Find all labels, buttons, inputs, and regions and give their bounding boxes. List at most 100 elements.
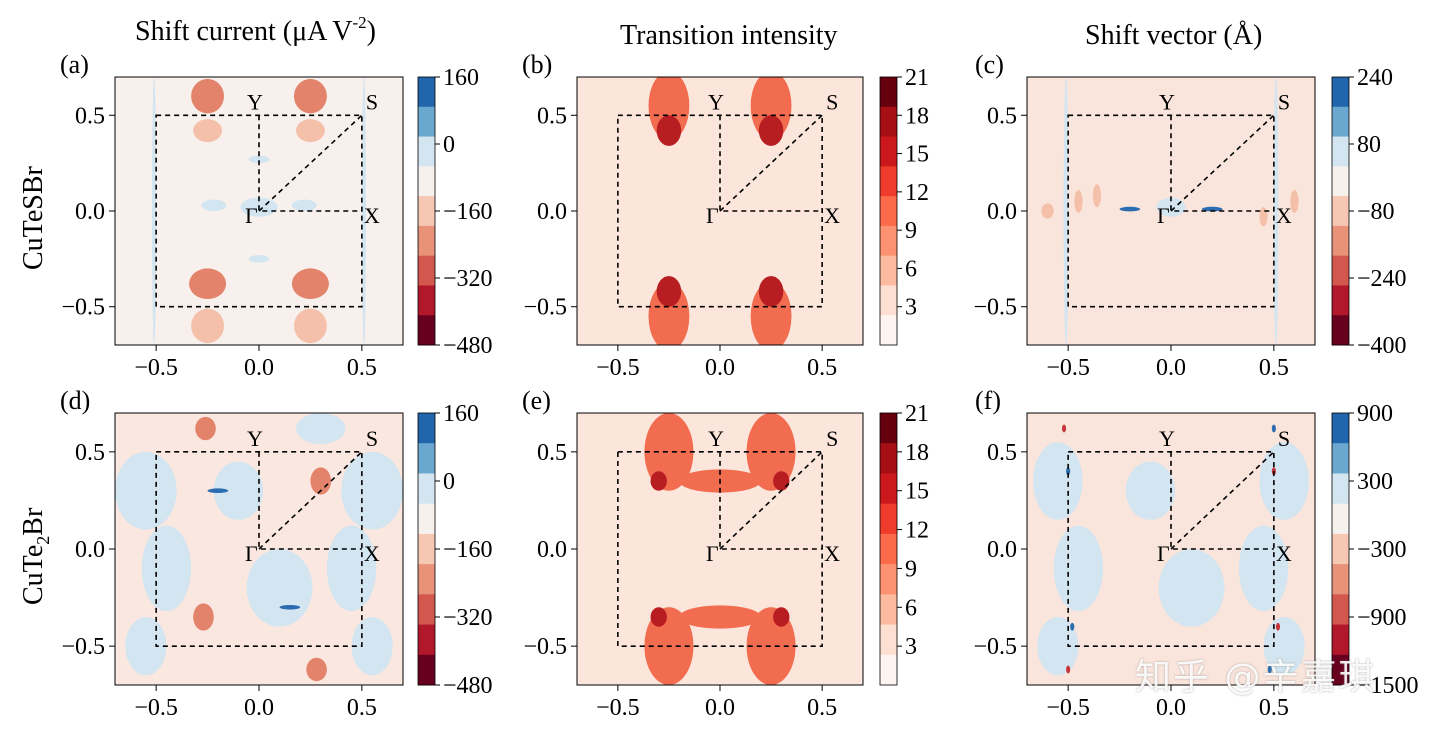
colorbar-band xyxy=(880,166,897,197)
colorbar-band xyxy=(880,77,897,108)
colorbar-band xyxy=(1332,654,1349,686)
contour-blob xyxy=(296,413,346,445)
contour-blob xyxy=(1041,203,1054,219)
kpath-gamma-lines xyxy=(1170,115,1274,212)
contour-blob xyxy=(1037,617,1079,676)
colorbar-band xyxy=(1332,624,1349,656)
y-tick-label: 0.5 xyxy=(987,440,1017,466)
colorbar-tick-label: 18 xyxy=(905,440,929,466)
x-tick-label: −0.5 xyxy=(596,695,640,721)
contour-blob xyxy=(644,413,694,491)
contour-blob xyxy=(152,77,157,345)
y-tick-label: 0.0 xyxy=(537,537,567,563)
y-tick-label: 0.0 xyxy=(987,537,1017,563)
colorbar-band xyxy=(418,285,435,316)
colorbar-band xyxy=(418,196,435,227)
colorbar-band xyxy=(880,533,897,565)
contour-blob xyxy=(191,78,225,114)
colorbar: 21 18 15 12 9 6 3 xyxy=(879,401,929,686)
contour-blob xyxy=(758,115,784,146)
contour-blob xyxy=(679,605,761,629)
title-shift-vector: Shift vector (Å) xyxy=(1085,20,1262,51)
y-tick-label: 0.0 xyxy=(537,199,567,225)
x-tick-label: 0.0 xyxy=(705,695,735,721)
colorbar-band xyxy=(418,624,435,656)
x-tick-label: −0.5 xyxy=(134,695,178,721)
kpath-diagonal xyxy=(258,114,363,212)
colorbar-band xyxy=(880,196,897,227)
panel-0: Y S Γ X −0.5 0.0 0.5 0.5 0.0 −0.5 (a) 160 0 −160 −320 −… xyxy=(60,50,493,381)
contour-blob xyxy=(195,416,216,441)
contour-blob xyxy=(279,604,301,610)
colorbar-tick-label: 80 xyxy=(1357,132,1381,158)
contour-blob xyxy=(1063,77,1069,345)
colorbar-band xyxy=(1332,594,1349,626)
heatmap-contours xyxy=(115,413,403,682)
kpoint-label: Γ xyxy=(245,203,258,228)
colorbar-tick-label: −320 xyxy=(443,605,493,631)
colorbar-tick-label: −480 xyxy=(443,333,493,359)
contour-blob xyxy=(293,308,327,344)
heatmap-contours xyxy=(648,77,792,345)
colorbar-band xyxy=(418,413,435,444)
colorbar-tick-label: 15 xyxy=(905,142,929,168)
contour-blob xyxy=(310,467,332,495)
x-tick-label: 0.5 xyxy=(807,355,837,381)
y-tick-label: 0.5 xyxy=(75,440,105,466)
colorbar-tick-label: 9 xyxy=(905,556,917,582)
panel-label: (c) xyxy=(975,50,1004,79)
colorbar-tick-label: 9 xyxy=(905,218,917,244)
contour-blob xyxy=(656,276,682,307)
panel-5: Y S Γ X −0.5 0.0 0.5 0.5 0.0 −0.5 (f) 900 300 −300 −90… xyxy=(973,386,1418,721)
colorbar-band xyxy=(880,624,897,656)
kpath-gamma-lines xyxy=(719,115,823,212)
colorbar-tick-label: −320 xyxy=(443,266,493,292)
x-tick-label: 0.5 xyxy=(1259,695,1289,721)
colorbar-tick-label: −400 xyxy=(1357,333,1407,359)
y-tick-label: −0.5 xyxy=(973,634,1017,660)
colorbar-tick-label: 6 xyxy=(905,256,917,282)
y-tick-label: −0.5 xyxy=(523,634,567,660)
colorbar: 160 0 −160 −320 −480 xyxy=(417,65,493,359)
x-tick-label: 0.5 xyxy=(347,355,377,381)
contour-blob xyxy=(296,119,325,143)
colorbar-band xyxy=(1332,225,1349,257)
colorbar-band xyxy=(1332,196,1349,227)
x-tick-label: 0.0 xyxy=(1156,355,1186,381)
contour-blob xyxy=(1273,77,1279,345)
contour-blob xyxy=(1066,467,1071,476)
kpoint-label: X xyxy=(824,541,840,566)
y-tick-label: 0.0 xyxy=(75,537,105,563)
colorbar-band xyxy=(418,473,435,505)
heatmap-contours xyxy=(1033,424,1309,676)
colorbar: 240 80 −80 −240 −400 xyxy=(1331,65,1407,359)
colorbar-band xyxy=(1332,443,1349,474)
colorbar-tick-label: −300 xyxy=(1357,537,1407,563)
watermark: 知乎 @辛嘉琪 xyxy=(1135,657,1377,698)
panel-3: Y S Γ X −0.5 0.0 0.5 0.5 0.0 −0.5 (d) 160 0 −160 −320 −… xyxy=(60,386,493,721)
colorbar-band xyxy=(1332,77,1349,108)
kpoint-label: Y xyxy=(247,89,263,114)
kpath-gamma-lines xyxy=(1170,451,1274,550)
colorbar-band xyxy=(880,136,897,167)
contour-blob xyxy=(326,525,377,612)
contour-blob xyxy=(773,471,790,491)
contour-blob xyxy=(291,268,329,300)
contour-blob xyxy=(1119,206,1141,212)
colorbar-band xyxy=(1332,136,1349,167)
colorbar-band xyxy=(418,166,435,197)
contour-blob xyxy=(141,525,192,612)
kpath-diagonal xyxy=(258,451,363,550)
x-tick-label: 0.5 xyxy=(807,695,837,721)
title-shift-current: Shift current (μA V-2) xyxy=(135,13,376,47)
colorbar-band xyxy=(418,654,435,686)
colorbar-tick-label: −80 xyxy=(1357,199,1395,225)
colorbar-tick-label: 160 xyxy=(443,65,479,91)
kpath-gamma-lines xyxy=(719,451,823,550)
row-label-cutesbr: CuTeSBr xyxy=(18,166,49,271)
contour-blob xyxy=(1238,525,1289,612)
x-tick-label: 0.5 xyxy=(1259,355,1289,381)
y-tick-label: −0.5 xyxy=(523,295,567,321)
kpoint-label: Y xyxy=(708,426,724,451)
contour-blob xyxy=(248,255,270,263)
